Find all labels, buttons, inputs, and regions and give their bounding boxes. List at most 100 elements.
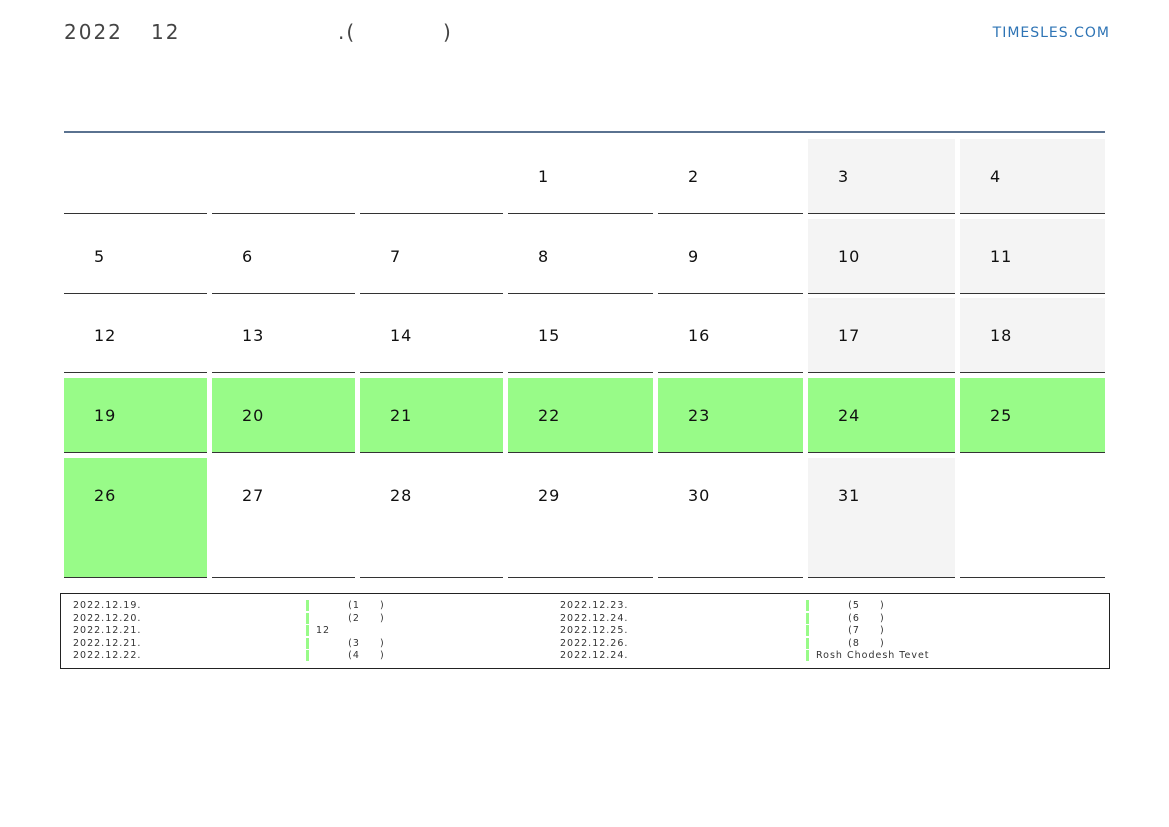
event-marker — [306, 637, 309, 649]
event-note: (1 ) — [316, 600, 385, 611]
event-note: 12 — [316, 625, 331, 636]
day-cell: 18 — [960, 298, 1105, 373]
event-date: 2022.12.21. — [73, 637, 142, 649]
day-cell: 22 — [508, 378, 653, 453]
title-part: .( — [338, 20, 357, 44]
title-part: ) — [443, 20, 453, 44]
day-cell: 8 — [508, 219, 653, 294]
day-number: 1 — [538, 167, 550, 186]
event-marker — [806, 650, 809, 661]
event-date: 2022.12.23. — [560, 600, 629, 611]
event-note: Rosh Chodesh Tevet — [816, 650, 930, 661]
event-note: (5 ) — [816, 600, 885, 611]
day-cell: 1 — [508, 139, 653, 214]
day-number: 2 — [688, 167, 700, 186]
day-number: 27 — [242, 486, 265, 505]
event-marker — [806, 625, 809, 636]
day-number: 8 — [538, 247, 550, 266]
day-cell: 25 — [960, 378, 1105, 453]
day-number: 19 — [94, 406, 117, 425]
event-note: (4 ) — [316, 650, 385, 661]
event-marker — [306, 600, 309, 611]
day-cell: 11 — [960, 219, 1105, 294]
day-cell: 4 — [960, 139, 1105, 214]
day-number: 14 — [390, 326, 413, 345]
title-part: 12 — [151, 20, 181, 44]
day-number: 3 — [838, 167, 850, 186]
event-marker — [306, 612, 309, 624]
day-number: 16 — [688, 326, 711, 345]
event-date: 2022.12.25. — [560, 625, 629, 636]
day-cell — [64, 139, 207, 214]
event-date: 2022.12.22. — [73, 650, 142, 661]
event-date: 2022.12.19. — [73, 600, 142, 611]
day-number: 17 — [838, 326, 861, 345]
event-note: (2 ) — [316, 612, 385, 624]
event-date: 2022.12.24. — [560, 650, 629, 661]
day-number: 9 — [688, 247, 700, 266]
day-number: 24 — [838, 406, 861, 425]
day-number: 10 — [838, 247, 861, 266]
event-marker — [806, 637, 809, 649]
day-cell: 7 — [360, 219, 503, 294]
day-cell: 9 — [658, 219, 803, 294]
day-cell: 12 — [64, 298, 207, 373]
day-cell: 3 — [808, 139, 955, 214]
event-legend: 2022.12.19. (1 ) 2022.12.20. (2 ) 2022.12.… — [60, 593, 1110, 669]
day-cell: 23 — [658, 378, 803, 453]
day-cell: 2 — [658, 139, 803, 214]
event-date: 2022.12.21. — [73, 625, 142, 636]
day-cell: 26 — [64, 458, 207, 578]
event-note: (7 ) — [816, 625, 885, 636]
day-number: 12 — [94, 326, 117, 345]
day-cell: 17 — [808, 298, 955, 373]
day-number: 28 — [390, 486, 413, 505]
day-number: 13 — [242, 326, 265, 345]
day-cell: 31 — [808, 458, 955, 578]
day-cell: 21 — [360, 378, 503, 453]
day-number: 18 — [990, 326, 1013, 345]
event-date: 2022.12.24. — [560, 612, 629, 624]
day-number: 21 — [390, 406, 413, 425]
event-note: (3 ) — [316, 637, 385, 649]
event-marker — [806, 600, 809, 611]
event-note: (8 ) — [816, 637, 885, 649]
day-cell — [360, 139, 503, 214]
day-cell — [960, 458, 1105, 578]
day-number: 26 — [94, 486, 117, 505]
header-rule — [64, 131, 1105, 133]
day-number: 20 — [242, 406, 265, 425]
event-marker — [806, 612, 809, 624]
day-cell: 15 — [508, 298, 653, 373]
day-cell: 13 — [212, 298, 355, 373]
day-number: 4 — [990, 167, 1002, 186]
day-number: 7 — [390, 247, 402, 266]
day-cell: 20 — [212, 378, 355, 453]
day-cell: 16 — [658, 298, 803, 373]
event-marker — [306, 650, 309, 661]
day-cell — [212, 139, 355, 214]
day-cell: 30 — [658, 458, 803, 578]
day-cell: 27 — [212, 458, 355, 578]
day-number: 31 — [838, 486, 861, 505]
site-link[interactable]: TIMESLES.COM — [992, 25, 1110, 41]
day-number: 15 — [538, 326, 561, 345]
event-date: 2022.12.26. — [560, 637, 629, 649]
day-cell: 24 — [808, 378, 955, 453]
day-cell: 6 — [212, 219, 355, 294]
event-date: 2022.12.20. — [73, 612, 142, 624]
event-note: (6 ) — [816, 612, 885, 624]
day-number: 22 — [538, 406, 561, 425]
day-cell: 10 — [808, 219, 955, 294]
day-number: 30 — [688, 486, 711, 505]
day-number: 25 — [990, 406, 1013, 425]
day-cell: 28 — [360, 458, 503, 578]
title-part: 2022 — [64, 20, 123, 44]
day-number: 23 — [688, 406, 711, 425]
day-cell: 29 — [508, 458, 653, 578]
event-marker — [306, 625, 309, 636]
day-cell: 14 — [360, 298, 503, 373]
day-number: 11 — [990, 247, 1013, 266]
day-number: 29 — [538, 486, 561, 505]
